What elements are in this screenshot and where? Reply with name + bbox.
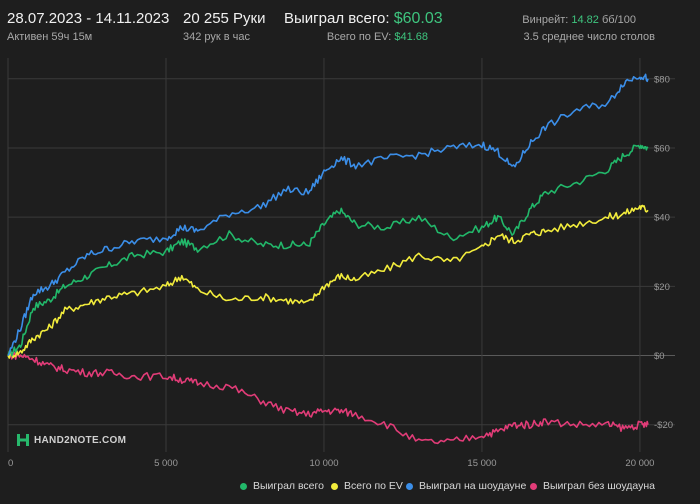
legend-dot-won-total bbox=[240, 482, 247, 490]
won-total-value: $60.03 bbox=[393, 10, 443, 27]
won-total: Выиграл всего: $60.03 bbox=[284, 10, 443, 28]
y-tick-label: $0 bbox=[654, 351, 665, 362]
hands-count: 20 255 Руки bbox=[183, 10, 266, 27]
y-tick-label: $20 bbox=[654, 282, 670, 293]
ev-total: Всего по EV: $41.68 bbox=[290, 31, 428, 43]
legend-item-won-total[interactable]: Выиграл всего bbox=[240, 480, 324, 492]
x-tick-label: 15 000 bbox=[467, 458, 496, 469]
y-tick-label: -$20 bbox=[654, 420, 673, 431]
legend-item-non-showdown[interactable]: Выиграл без шоудауна bbox=[530, 480, 655, 492]
legend: Выиграл всего Всего по EV Выиграл на шоу… bbox=[0, 480, 700, 498]
grid bbox=[7, 58, 675, 452]
active-time: Активен 59ч 15м bbox=[7, 31, 93, 43]
won-total-label: Выиграл всего: bbox=[284, 10, 390, 27]
avg-tables: 3.5 среднее число столов bbox=[523, 31, 655, 43]
y-tick-label: $60 bbox=[654, 143, 670, 154]
legend-item-ev-total[interactable]: Всего по EV bbox=[331, 480, 403, 492]
series-line-won-total bbox=[7, 144, 649, 357]
x-tick-label: 10 000 bbox=[309, 458, 338, 469]
hand2note-logo: HAND2NOTE.COM bbox=[16, 433, 126, 447]
legend-label-showdown: Выиграл на шоудауне bbox=[419, 480, 527, 492]
winrate-value: 14.82 bbox=[571, 14, 599, 26]
date-range: 28.07.2023 - 14.11.2023 bbox=[7, 10, 170, 27]
series-lines bbox=[7, 73, 649, 445]
legend-item-showdown[interactable]: Выиграл на шоудауне bbox=[406, 480, 526, 492]
legend-dot-showdown bbox=[406, 482, 413, 490]
ev-total-label: Всего по EV: bbox=[326, 31, 392, 43]
y-tick-label: $40 bbox=[654, 213, 670, 224]
series-line-ev-total bbox=[7, 204, 649, 359]
legend-dot-ev-total bbox=[331, 482, 338, 490]
legend-label-won-total: Выиграл всего bbox=[253, 480, 324, 492]
x-axis-ticks: 0 5 000 10 000 15 000 20 000 bbox=[8, 458, 654, 469]
legend-dot-non-showdown bbox=[530, 482, 537, 490]
hand2note-logo-icon bbox=[17, 434, 29, 446]
x-tick-label: 20 000 bbox=[625, 458, 654, 469]
y-tick-label: $80 bbox=[654, 74, 670, 85]
winrate-label: Винрейт: bbox=[522, 14, 569, 26]
stats-header: 28.07.2023 - 14.11.2023 Активен 59ч 15м … bbox=[0, 0, 700, 50]
graph-chart: $80 $60 $40 $20 $0 -$20 0 5 000 10 000 15 000 20 … bbox=[7, 58, 675, 469]
hand2note-logo-text: HAND2NOTE.COM bbox=[34, 434, 127, 446]
series-line-showdown bbox=[7, 73, 649, 356]
legend-label-ev-total: Всего по EV bbox=[344, 480, 403, 492]
legend-label-non-showdown: Выиграл без шоудауна bbox=[543, 480, 655, 492]
winrate-unit: бб/100 bbox=[601, 14, 636, 26]
series-line-non-showdown bbox=[7, 351, 649, 445]
ev-total-value: $41.68 bbox=[394, 31, 428, 43]
x-tick-label: 5 000 bbox=[154, 458, 178, 469]
hands-per-hour: 342 рук в час bbox=[183, 31, 251, 43]
y-axis-ticks: $80 $60 $40 $20 $0 -$20 bbox=[654, 74, 673, 431]
x-tick-label: 0 bbox=[8, 458, 13, 469]
winrate: Винрейт: 14.82 бб/100 bbox=[470, 14, 636, 26]
